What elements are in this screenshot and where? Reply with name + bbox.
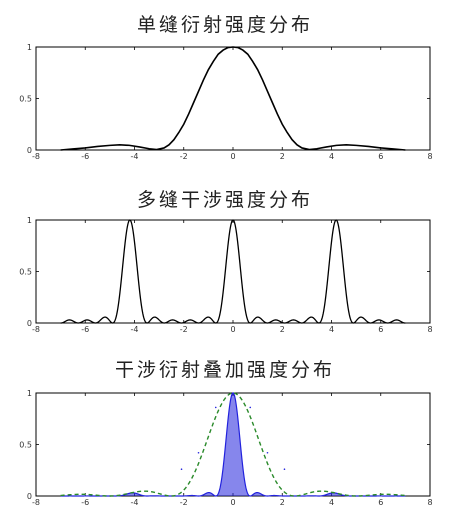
x-tick-label: -8 [32,152,40,161]
chart-title: 单缝衍射强度分布 [136,14,313,36]
y-tick-label: 1 [27,389,32,398]
peak-point [249,406,252,409]
envelope-line [60,392,406,497]
y-tick-label: 0.5 [19,441,32,450]
y-tick-label: 0.5 [19,268,32,277]
x-tick-label: -4 [131,152,139,161]
y-tick-label: 1 [27,43,32,52]
x-tick-label: 2 [280,152,285,161]
x-tick-label: -6 [81,152,89,161]
x-tick-label: -6 [81,325,89,334]
chart-title: 多缝干涉强度分布 [136,189,313,211]
x-tick-label: 0 [230,325,235,334]
y-tick-label: 0 [27,319,32,328]
x-tick-label: 0 [230,152,235,161]
chart-plot: -8 -6 -4 -2 0 2 4 6 8 0 0.5 1 [19,216,432,334]
x-tick-label: 6 [378,498,383,507]
y-tick-label: 0 [27,146,32,155]
x-tick-label: -8 [32,498,40,507]
series-line [60,46,406,151]
chart-plot: -8 -6 -4 -2 0 2 4 6 8 0 0.5 1 [19,389,432,507]
x-tick-label: -2 [180,152,188,161]
x-tick-label: 8 [427,498,432,507]
peak-point [266,451,269,454]
x-tick-label: 2 [280,498,285,507]
x-tick-label: -8 [32,325,40,334]
series-area [60,393,406,496]
peak-point [214,406,217,409]
x-tick-label: -4 [131,498,139,507]
panel-single-slit: 单缝衍射强度分布 -8 -6 -4 -2 0 2 4 6 8 0 0.5 1 [0,0,450,165]
x-tick-label: 6 [378,152,383,161]
x-tick-label: 0 [230,498,235,507]
peak-point [180,468,183,471]
chart-title: 干涉衍射叠加强度分布 [114,359,335,381]
x-tick-label: 4 [329,152,334,161]
x-tick-label: 4 [329,325,334,334]
peak-point [197,451,200,454]
chart-plot: -8 -6 -4 -2 0 2 4 6 8 0 0.5 1 [19,43,432,161]
panel-multi-slit: 多缝干涉强度分布 -8 -6 -4 -2 0 2 4 6 8 0 0.5 1 [0,170,450,340]
axes-frame [35,46,431,151]
x-tick-label: -2 [180,498,188,507]
axes-frame [35,219,431,324]
y-tick-label: 0 [27,492,32,501]
x-tick-label: 4 [329,498,334,507]
y-tick-label: 1 [27,216,32,225]
x-tick-label: -2 [180,325,188,334]
x-tick-label: 2 [280,325,285,334]
x-tick-label: -4 [131,325,139,334]
panel-combined: 干涉衍射叠加强度分布 -8 -6 -4 -2 0 2 4 6 8 0 0.5 1 [0,345,450,527]
x-tick-label: 8 [427,152,432,161]
series-line [60,219,406,324]
y-tick-label: 0.5 [19,95,32,104]
x-tick-label: 8 [427,325,432,334]
peak-point [283,468,286,471]
peak-point [232,392,234,394]
x-tick-label: -6 [81,498,89,507]
x-tick-label: 6 [378,325,383,334]
